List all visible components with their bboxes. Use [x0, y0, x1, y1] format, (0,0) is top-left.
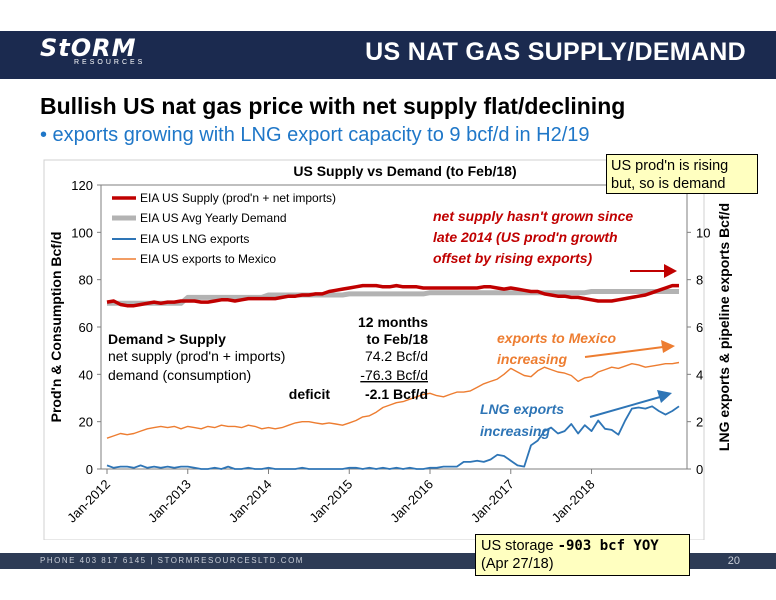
table-row-demand-label: demand (consumption) — [108, 367, 251, 383]
mexico-annotation: exports to Mexico increasing — [497, 330, 675, 367]
mexico-arrow-shaft — [584, 346, 664, 358]
header-bar — [0, 31, 776, 79]
supply-demand-table: 12 months to Feb/18 Demand > Supply net … — [108, 314, 428, 402]
y-right-tick-label: 6 — [696, 320, 703, 335]
legend: EIA US Supply (prod'n + net imports) EIA… — [105, 187, 366, 269]
lng-note-line1: LNG exports — [480, 401, 564, 417]
legend-box — [105, 187, 366, 269]
y-right-tick-label: 10 — [696, 225, 710, 240]
headline: Bullish US nat gas price with net supply… — [40, 93, 626, 119]
y-axis-left: 0 20 40 60 80 100 120 — [71, 178, 101, 477]
page-number: 20 — [727, 555, 740, 567]
net-supply-note-line3: offset by rising exports) — [433, 250, 593, 266]
lng-annotation: LNG exports increasing — [480, 390, 672, 439]
table-row-demand-gt-supply: Demand > Supply — [108, 331, 226, 347]
mexico-exports-line — [106, 361, 680, 439]
logo-subtitle: RESOURCES — [74, 59, 146, 66]
table-header-line1: 12 months — [358, 314, 428, 330]
net-supply-note-line1: net supply hasn't grown since — [433, 208, 633, 224]
storm-logo: StORM RESOURCES — [40, 34, 145, 66]
mexico-note-line2: increasing — [497, 351, 567, 367]
mexico-note-line1: exports to Mexico — [497, 330, 616, 346]
y-left-tick-label: 20 — [79, 415, 93, 430]
y-right-tick-label: 0 — [696, 462, 703, 477]
storage-yoy-value: -903 bcf YOY — [557, 538, 659, 554]
logo-wordmark: StORM — [40, 34, 137, 62]
storage-callout-line2: (Apr 27/18) — [481, 556, 554, 572]
table-row-deficit-label: deficit — [289, 386, 331, 402]
demand-callout-line2: but, so is demand — [611, 176, 726, 192]
table-header-line2: to Feb/18 — [367, 331, 429, 347]
demand-rising-callout: US prod'n is rising but, so is demand — [606, 154, 758, 194]
lng-arrow-shaft — [589, 396, 661, 418]
y-right-tick-label: 4 — [696, 367, 703, 382]
slide-title: US NAT GAS SUPPLY/DEMAND — [365, 38, 746, 66]
table-row-demand-value: -76.3 Bcf/d — [360, 367, 428, 383]
net-supply-annotation: net supply hasn't grown since late 2014 … — [433, 208, 677, 278]
chart-title: US Supply vs Demand (to Feb/18) — [293, 163, 516, 179]
storage-callout-prefix: US storage — [481, 538, 558, 554]
y-right-tick-label: 8 — [696, 273, 703, 288]
legend-label-supply: EIA US Supply (prod'n + net imports) — [140, 191, 336, 205]
table-row-deficit-value: -2.1 Bcf/d — [365, 386, 428, 402]
storage-callout: US storage -903 bcf YOY (Apr 27/18) — [475, 534, 690, 576]
y-left-tick-label: 80 — [79, 273, 93, 288]
supply-line — [106, 283, 679, 308]
series-layer — [106, 283, 680, 470]
footer-contact: PHONE 403 817 6145 | STORMRESOURCESLTD.C… — [40, 556, 304, 565]
demand-callout-line1: US prod'n is rising — [611, 158, 729, 174]
y-axis-right: 0 2 4 6 8 10 — [687, 225, 710, 477]
legend-label-mexico: EIA US exports to Mexico — [140, 252, 276, 266]
y-left-tick-label: 120 — [71, 178, 93, 193]
storage-callout-line1: US storage -903 bcf YOY — [481, 537, 684, 555]
mexico-arrowhead — [661, 340, 675, 353]
y-axis-right-label: LNG exports & pipeline exports Bcf/d — [716, 203, 732, 451]
lng-arrowhead — [657, 390, 672, 403]
net-supply-note-line2: late 2014 (US prod'n growth — [433, 229, 618, 245]
subline-bullet: • exports growing with LNG export capaci… — [40, 124, 590, 146]
legend-label-lng: EIA US LNG exports — [140, 232, 249, 246]
supply-demand-chart: US Supply vs Demand (to Feb/18) 02040608… — [43, 159, 732, 540]
demand-line — [107, 289, 679, 306]
y-left-tick-label: 60 — [79, 320, 93, 335]
legend-label-demand: EIA US Avg Yearly Demand — [140, 211, 287, 225]
table-row-net-supply-value: 74.2 Bcf/d — [365, 348, 428, 364]
lng-exports-line — [106, 405, 680, 470]
y-right-tick-label: 2 — [696, 415, 703, 430]
lng-note-line2: increasing — [480, 423, 550, 439]
table-row-net-supply-label: net supply (prod'n + imports) — [108, 348, 285, 364]
y-left-tick-label: 0 — [86, 462, 93, 477]
y-axis-left-label: Prod'n & Consumption Bcf/d — [48, 232, 64, 423]
y-left-tick-label: 100 — [71, 225, 93, 240]
y-left-tick-label: 40 — [79, 367, 93, 382]
net-supply-arrowhead — [664, 264, 677, 278]
